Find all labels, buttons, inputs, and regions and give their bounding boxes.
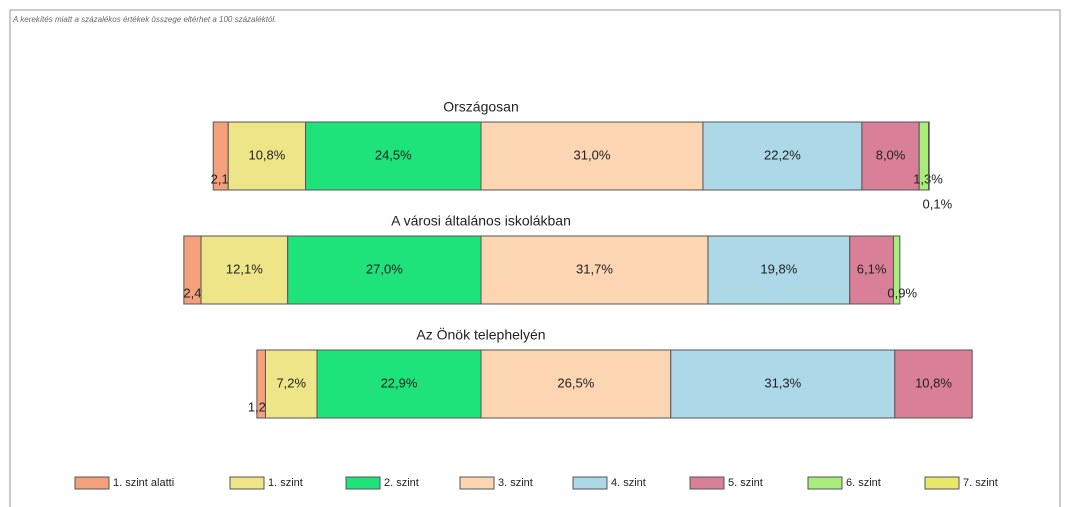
legend-label: 5. szint xyxy=(728,477,763,489)
legend-swatch xyxy=(689,476,725,490)
value-label: 8,0% xyxy=(876,147,906,162)
legend-label: 6. szint xyxy=(846,477,881,489)
bar-segment xyxy=(892,235,901,305)
legend-label: 1. szint alatti xyxy=(113,477,174,489)
legend-swatch xyxy=(74,476,110,490)
legend-swatch xyxy=(345,476,381,490)
legend-swatch xyxy=(229,476,265,490)
bar-segment xyxy=(894,349,973,419)
bar-segment xyxy=(928,121,930,191)
bar-segment xyxy=(707,235,851,305)
value-label: 31,3% xyxy=(764,375,801,390)
legend-label: 3. szint xyxy=(498,477,533,489)
group-title: A városi általános iskolákban xyxy=(391,213,571,229)
value-label: 7,2% xyxy=(276,375,306,390)
bar-segment xyxy=(227,121,307,191)
bar-segment xyxy=(264,349,318,419)
bar-segment xyxy=(670,349,896,419)
note: A kerekítés miatt a százalékos értékek ö… xyxy=(12,15,276,24)
value-label: 12,1% xyxy=(226,261,263,276)
value-label: 31,7% xyxy=(576,261,613,276)
bar-segment xyxy=(480,121,704,191)
bar-segment xyxy=(480,349,672,419)
legend-swatch xyxy=(807,476,843,490)
legend-swatch xyxy=(459,476,495,490)
legend-label: 7. szint xyxy=(963,477,998,489)
value-label: 19,8% xyxy=(760,261,797,276)
bar-segment xyxy=(861,121,920,191)
value-label: 10,8% xyxy=(248,147,285,162)
legend-label: 2. szint xyxy=(384,477,419,489)
legend-label: 4. szint xyxy=(611,477,646,489)
value-label: 22,2% xyxy=(764,147,801,162)
value-label: 10,8% xyxy=(915,375,952,390)
value-label: 24,5% xyxy=(375,147,412,162)
value-label: 0,9% xyxy=(887,285,917,300)
bar-segment xyxy=(702,121,863,191)
group-title: Az Önök telephelyén xyxy=(416,326,545,343)
bar-segment xyxy=(480,235,709,305)
value-label: 27,0% xyxy=(366,261,403,276)
value-label: 6,1% xyxy=(857,261,887,276)
legend-swatch xyxy=(924,476,960,490)
legend-label: 1. szint xyxy=(268,477,303,489)
bar-segment xyxy=(287,235,482,305)
bar-segment xyxy=(316,349,482,419)
value-label: 22,9% xyxy=(381,375,418,390)
legend-swatch xyxy=(572,476,608,490)
value-label: 31,0% xyxy=(574,147,611,162)
value-label: 0,1% xyxy=(923,196,953,211)
frame xyxy=(9,9,1061,507)
value-label: 26,5% xyxy=(557,375,594,390)
group-title: Országosan xyxy=(443,99,518,115)
